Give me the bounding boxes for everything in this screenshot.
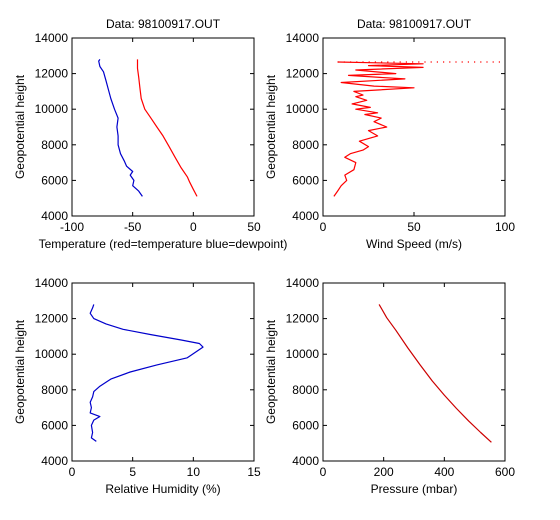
plot2-xlabel: Wind Speed (m/s) xyxy=(366,237,462,251)
plot1-ytick-label: 6000 xyxy=(41,173,68,187)
plot1-series-2-line xyxy=(98,59,143,197)
plot4-xlabel: Pressure (mbar) xyxy=(371,482,458,496)
plot1-xtick-label: -50 xyxy=(124,220,142,234)
plot1-ytick-label: 14000 xyxy=(35,31,69,45)
plot4-xtick-label: 200 xyxy=(374,465,394,479)
plot4-ytick-label: 12000 xyxy=(286,312,320,326)
plot3-xtick-label: 5 xyxy=(129,465,136,479)
plot2-ytick-label: 10000 xyxy=(286,102,320,116)
plot3-axes-box xyxy=(71,282,255,462)
plot1-ytick-label: 8000 xyxy=(41,138,68,152)
plot4-ylabel: Geopotential height xyxy=(264,319,278,424)
plot3-xtick-label: 10 xyxy=(187,465,201,479)
plot1-title: Data: 98100917.OUT xyxy=(106,17,221,31)
plot3-ytick-label: 6000 xyxy=(41,418,68,432)
plot4-axes-box xyxy=(322,282,506,462)
plot2-ytick-label: 8000 xyxy=(292,138,319,152)
plot1-ytick-label: 4000 xyxy=(41,209,68,223)
plot4-ytick-label: 10000 xyxy=(286,347,320,361)
plot4-ytick-label: 4000 xyxy=(292,454,319,468)
plot3-series-1-line xyxy=(89,304,204,442)
plot2-xtick-label: 100 xyxy=(495,220,515,234)
plot4-xtick-label: 400 xyxy=(434,465,454,479)
plot4-ytick-label: 14000 xyxy=(286,276,320,290)
plot4-xtick-label: 0 xyxy=(320,465,327,479)
plot3-ytick-label: 10000 xyxy=(35,347,69,361)
plot2-xtick-label: 50 xyxy=(407,220,421,234)
plot1-ytick-label: 10000 xyxy=(35,102,69,116)
plot1-xtick-label: 0 xyxy=(190,220,197,234)
plot3-ytick-label: 4000 xyxy=(41,454,68,468)
plot1-xtick-label: 50 xyxy=(247,220,261,234)
plot3-xtick-label: 0 xyxy=(69,465,76,479)
plot2-title: Data: 98100917.OUT xyxy=(357,17,472,31)
plot4-ytick-label: 8000 xyxy=(292,383,319,397)
plot2-ylabel: Geopotential height xyxy=(264,74,278,179)
plot1-ytick-label: 12000 xyxy=(35,67,69,81)
plot1-series-1-line xyxy=(136,59,198,197)
plot4-xtick-label: 600 xyxy=(495,465,515,479)
plot2-ytick-label: 6000 xyxy=(292,173,319,187)
plot3-xlabel: Relative Humidity (%) xyxy=(105,482,220,496)
plot3-ytick-label: 12000 xyxy=(35,312,69,326)
plot3-ylabel: Geopotential height xyxy=(13,319,27,424)
plot3-ytick-label: 8000 xyxy=(41,383,68,397)
plot2-ytick-label: 14000 xyxy=(286,31,320,45)
plot2-xtick-label: 0 xyxy=(320,220,327,234)
plot1-xlabel: Temperature (red=temperature blue=dewpoi… xyxy=(39,237,288,251)
plot4-series-1-line xyxy=(378,304,492,443)
plot3-ytick-label: 14000 xyxy=(35,276,69,290)
plot2-ytick-label: 4000 xyxy=(292,209,319,223)
plot3-xtick-label: 15 xyxy=(247,465,261,479)
plot1-xtick-label: -100 xyxy=(60,220,84,234)
plot1-ylabel: Geopotential height xyxy=(13,74,27,179)
plot2-ytick-label: 12000 xyxy=(286,67,320,81)
plot2-series-1-line xyxy=(333,61,424,197)
plot1-axes-box xyxy=(71,37,255,217)
plot4-ytick-label: 6000 xyxy=(292,418,319,432)
